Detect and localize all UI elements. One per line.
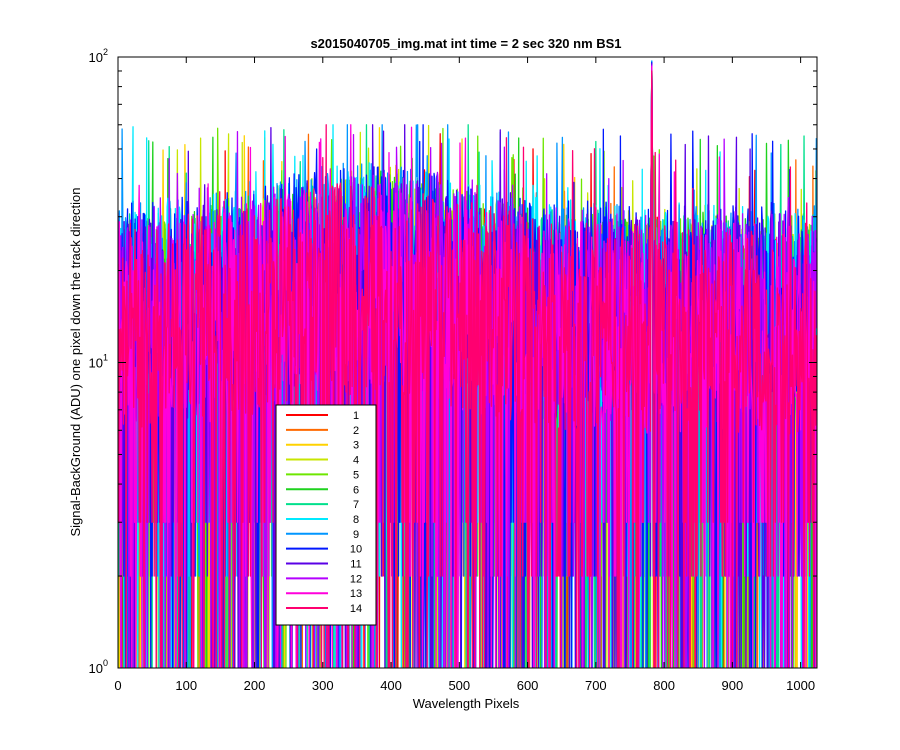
x-tick-label: 600 <box>517 678 539 693</box>
x-tick-label: 800 <box>653 678 675 693</box>
y-tick-base: 10 <box>89 356 103 371</box>
chart-title: s2015040705_img.mat int time = 2 sec 320… <box>310 36 621 51</box>
x-tick-label: 400 <box>380 678 402 693</box>
y-tick-label: 100 <box>89 658 108 676</box>
y-tick-base: 10 <box>89 661 103 676</box>
x-tick-label: 500 <box>448 678 470 693</box>
y-tick-exp: 2 <box>103 47 108 57</box>
legend-label-2: 2 <box>353 425 359 437</box>
legend-label-8: 8 <box>353 514 359 526</box>
legend-label-13: 13 <box>350 588 362 600</box>
x-tick-label: 700 <box>585 678 607 693</box>
x-tick-label: 300 <box>312 678 334 693</box>
series-line-14 <box>118 70 817 668</box>
legend-label-9: 9 <box>353 529 359 541</box>
legend-label-7: 7 <box>353 499 359 511</box>
x-tick-label: 1000 <box>786 678 815 693</box>
legend-label-5: 5 <box>353 469 359 481</box>
y-tick-label: 101 <box>89 353 108 371</box>
y-axis-label: Signal-BackGround (ADU) one pixel down t… <box>68 187 83 536</box>
legend-label-14: 14 <box>350 603 362 615</box>
legend-label-6: 6 <box>353 484 359 496</box>
legend-label-3: 3 <box>353 440 359 452</box>
legend-label-12: 12 <box>350 573 362 585</box>
legend-box <box>275 404 377 626</box>
y-tick-label: 102 <box>89 47 108 65</box>
y-tick-exp: 1 <box>103 353 108 363</box>
x-tick-label: 200 <box>244 678 266 693</box>
legend-label-10: 10 <box>350 544 362 556</box>
x-tick-label: 900 <box>722 678 744 693</box>
x-axis-label: Wavelength Pixels <box>413 696 520 711</box>
y-tick-base: 10 <box>89 50 103 65</box>
x-tick-label: 100 <box>175 678 197 693</box>
legend-label-1: 1 <box>353 410 359 422</box>
legend-label-11: 11 <box>350 559 361 571</box>
legend-label-4: 4 <box>353 455 359 467</box>
x-tick-label: 0 <box>114 678 121 693</box>
y-tick-exp: 0 <box>103 658 108 668</box>
